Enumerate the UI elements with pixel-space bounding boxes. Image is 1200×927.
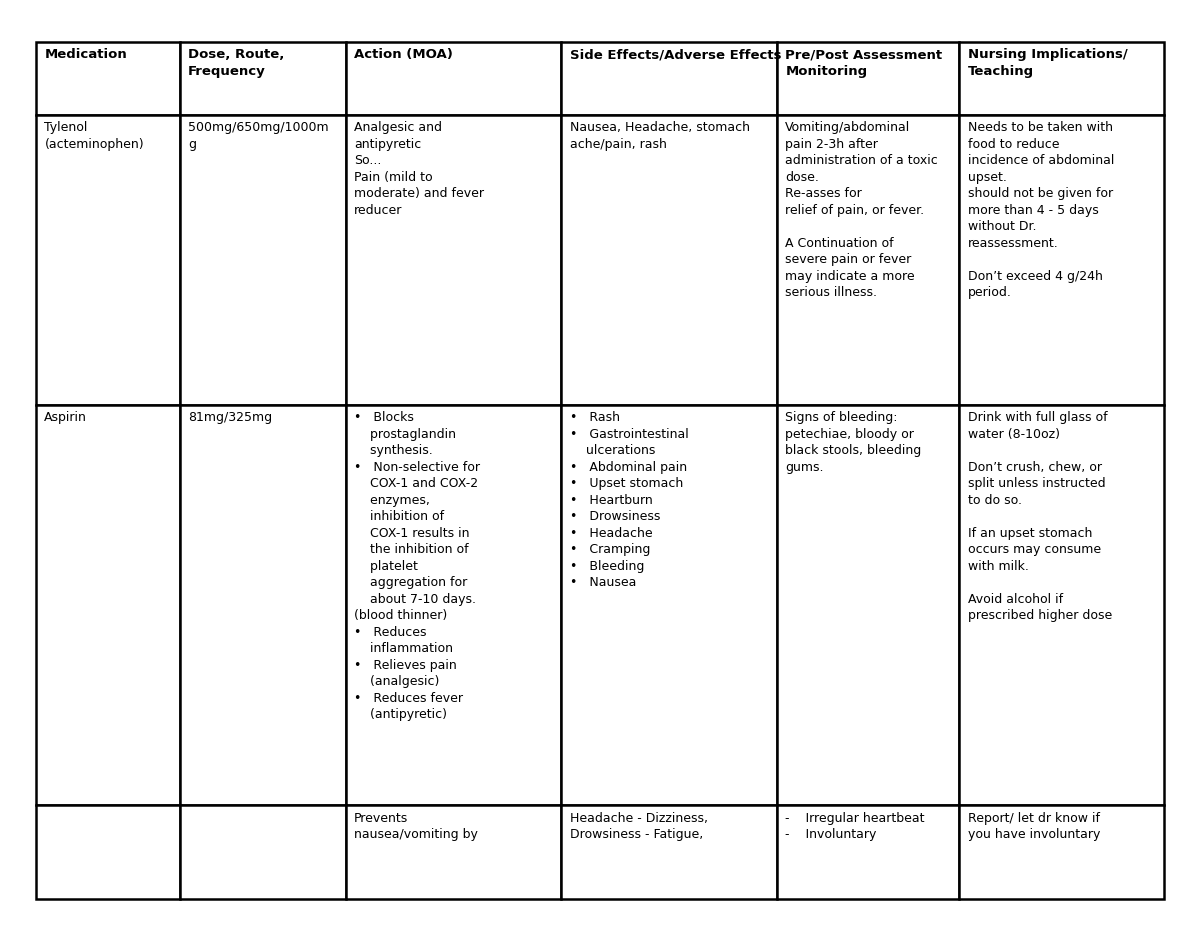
Bar — [562, 405, 776, 805]
Bar — [776, 405, 960, 805]
Bar — [180, 115, 346, 405]
Bar — [562, 805, 776, 899]
Bar — [180, 42, 346, 115]
Bar — [776, 42, 960, 115]
Text: 81mg/325mg: 81mg/325mg — [188, 412, 272, 425]
Bar — [960, 405, 1164, 805]
Text: Report/ let dr know if
you have involuntary: Report/ let dr know if you have involunt… — [968, 811, 1100, 841]
Bar — [960, 115, 1164, 405]
Text: •   Rash
•   Gastrointestinal
    ulcerations
•   Abdominal pain
•   Upset stoma: • Rash • Gastrointestinal ulcerations • … — [570, 412, 689, 590]
Text: Analgesic and
antipyretic
So...
Pain (mild to
moderate) and fever
reducer: Analgesic and antipyretic So... Pain (mi… — [354, 121, 484, 217]
Bar — [36, 115, 180, 405]
Text: Pre/Post Assessment
Monitoring: Pre/Post Assessment Monitoring — [785, 48, 942, 78]
Bar — [562, 42, 776, 115]
Text: Action (MOA): Action (MOA) — [354, 48, 452, 61]
Bar — [36, 805, 180, 899]
Text: Dose, Route,
Frequency: Dose, Route, Frequency — [188, 48, 284, 78]
Bar — [180, 405, 346, 805]
Text: Nausea, Headache, stomach
ache/pain, rash: Nausea, Headache, stomach ache/pain, ras… — [570, 121, 750, 150]
Text: Aspirin: Aspirin — [44, 412, 88, 425]
Text: Prevents
nausea/vomiting by: Prevents nausea/vomiting by — [354, 811, 478, 841]
Bar — [36, 42, 180, 115]
Bar — [346, 42, 562, 115]
Bar — [346, 115, 562, 405]
Text: Needs to be taken with
food to reduce
incidence of abdominal
upset.
should not b: Needs to be taken with food to reduce in… — [968, 121, 1114, 299]
Bar — [562, 115, 776, 405]
Text: Signs of bleeding:
petechiae, bloody or
black stools, bleeding
gums.: Signs of bleeding: petechiae, bloody or … — [785, 412, 922, 474]
Bar — [346, 405, 562, 805]
Text: -    Irregular heartbeat
-    Involuntary: - Irregular heartbeat - Involuntary — [785, 811, 925, 841]
Bar — [346, 805, 562, 899]
Bar — [36, 405, 180, 805]
Text: Nursing Implications/
Teaching: Nursing Implications/ Teaching — [968, 48, 1128, 78]
Text: Vomiting/abdominal
pain 2-3h after
administration of a toxic
dose.
Re-asses for
: Vomiting/abdominal pain 2-3h after admin… — [785, 121, 938, 299]
Bar — [776, 805, 960, 899]
Bar — [960, 42, 1164, 115]
Text: 500mg/650mg/1000m
g: 500mg/650mg/1000m g — [188, 121, 329, 150]
Text: •   Blocks
    prostaglandin
    synthesis.
•   Non-selective for
    COX-1 and : • Blocks prostaglandin synthesis. • Non-… — [354, 412, 480, 721]
Text: Drink with full glass of
water (8-10oz)

Don’t crush, chew, or
split unless inst: Drink with full glass of water (8-10oz) … — [968, 412, 1112, 622]
Bar — [776, 115, 960, 405]
Text: Side Effects/Adverse Effects: Side Effects/Adverse Effects — [570, 48, 781, 61]
Bar — [180, 805, 346, 899]
Text: Headache - Dizziness,
Drowsiness - Fatigue,: Headache - Dizziness, Drowsiness - Fatig… — [570, 811, 708, 841]
Text: Tylenol
(acteminophen): Tylenol (acteminophen) — [44, 121, 144, 150]
Bar — [960, 805, 1164, 899]
Text: Medication: Medication — [44, 48, 127, 61]
